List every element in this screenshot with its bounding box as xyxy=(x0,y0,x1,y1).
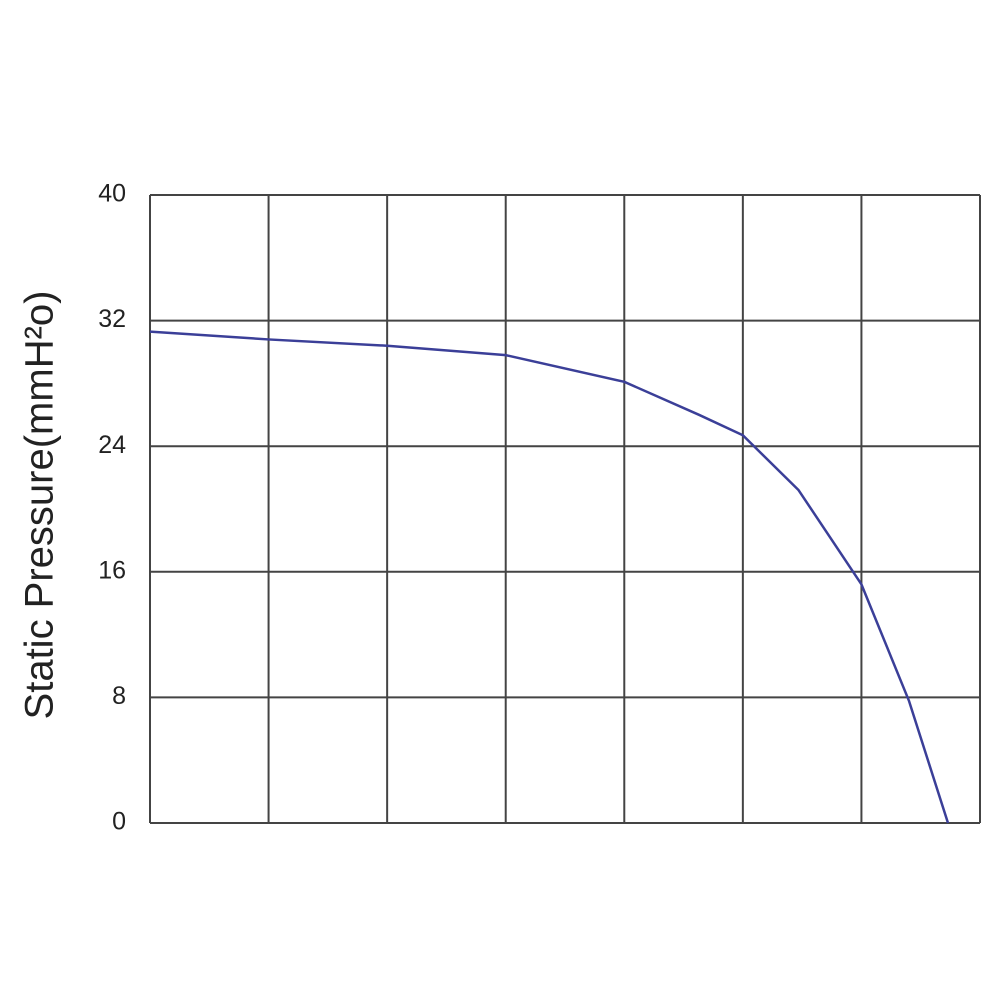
y-axis-label: Static Pressure(mmH²o) xyxy=(18,291,62,720)
data-line xyxy=(149,330,950,824)
y-tick-label: 16 xyxy=(98,556,126,584)
y-tick-label: 40 xyxy=(98,180,126,208)
y-tick-label: 8 xyxy=(112,682,126,710)
y-tick-label: 0 xyxy=(112,808,126,836)
y-tick-label: 32 xyxy=(98,305,126,333)
y-tick-label: 24 xyxy=(98,431,126,459)
